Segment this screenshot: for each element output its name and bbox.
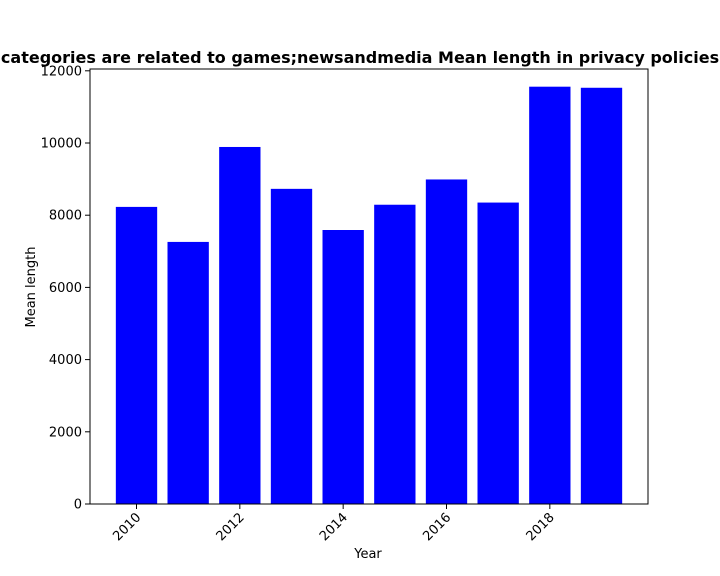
bar-2013 <box>270 188 313 504</box>
y-tick-label: 6000 <box>49 281 82 296</box>
x-tick-label: 2012 <box>214 510 248 544</box>
bars-group <box>115 86 623 505</box>
x-tick-label: 2016 <box>420 510 454 544</box>
y-axis: 0 2000 4000 6000 8000 10000 12000 <box>41 64 90 513</box>
y-tick-label: 12000 <box>41 64 82 79</box>
y-tick-label: 10000 <box>41 137 82 152</box>
bar-2016 <box>425 179 468 505</box>
y-tick-label: 2000 <box>49 425 82 440</box>
y-axis-label: Mean length <box>24 247 39 328</box>
x-axis-label: Year <box>353 547 382 562</box>
bar-2010 <box>115 206 158 504</box>
chart-title: categories are related to games;newsandm… <box>1 48 719 67</box>
bar-2018 <box>529 86 571 505</box>
bar-2011 <box>167 241 209 505</box>
bar-2017 <box>477 202 519 504</box>
x-tick-label: 2014 <box>317 510 351 544</box>
x-tick-label: 2018 <box>524 510 558 544</box>
bar-2015 <box>374 204 416 504</box>
bar-2012 <box>219 146 261 504</box>
y-tick-label: 8000 <box>49 209 82 224</box>
y-tick-label: 4000 <box>49 353 82 368</box>
y-tick-label: 0 <box>74 498 82 513</box>
bar-2014 <box>322 230 364 504</box>
plot-frame <box>89 68 649 505</box>
x-axis: 2010 2012 2014 2016 2018 <box>110 504 558 544</box>
bar-2019 <box>580 87 623 504</box>
x-tick-label: 2010 <box>110 510 144 544</box>
